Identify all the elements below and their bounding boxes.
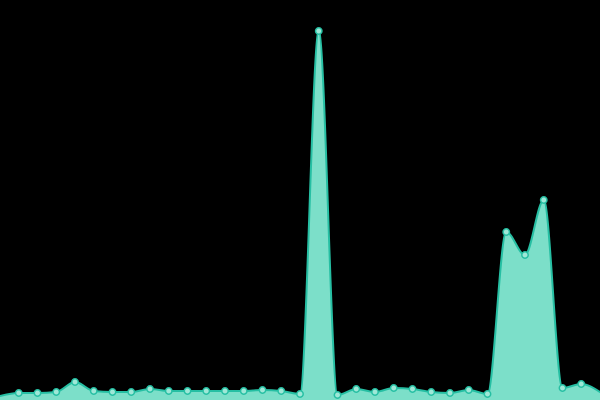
area-fill — [0, 31, 600, 400]
data-point-marker[interactable] — [258, 386, 267, 394]
data-point-marker[interactable] — [71, 378, 79, 386]
data-point-marker[interactable] — [296, 390, 304, 398]
data-point-marker[interactable] — [221, 387, 229, 395]
data-point-marker[interactable] — [464, 386, 473, 394]
data-point-marker[interactable] — [108, 388, 117, 396]
data-point-marker[interactable] — [127, 388, 136, 396]
data-point-marker[interactable] — [389, 384, 398, 392]
data-point-marker[interactable] — [502, 228, 511, 236]
data-point-marker[interactable] — [577, 380, 586, 388]
data-point-marker[interactable] — [333, 391, 342, 399]
data-point-marker[interactable] — [408, 385, 417, 393]
data-point-marker[interactable] — [558, 384, 567, 392]
data-point-marker[interactable] — [183, 387, 192, 395]
data-point-marker[interactable] — [371, 388, 379, 396]
data-point-marker[interactable] — [202, 387, 211, 395]
data-point-marker[interactable] — [146, 385, 154, 393]
data-point-marker[interactable] — [164, 387, 173, 395]
data-point-marker[interactable] — [446, 389, 454, 397]
data-point-marker[interactable] — [14, 389, 23, 397]
data-point-marker[interactable] — [352, 385, 361, 393]
data-point-marker[interactable] — [239, 387, 248, 395]
data-point-marker[interactable] — [89, 387, 98, 395]
data-point-marker[interactable] — [277, 387, 286, 395]
data-point-marker[interactable] — [539, 196, 548, 204]
data-point-marker[interactable] — [483, 390, 492, 398]
data-point-marker[interactable] — [427, 388, 436, 396]
data-point-marker[interactable] — [314, 27, 323, 35]
data-point-marker[interactable] — [33, 389, 42, 397]
data-point-marker[interactable] — [521, 251, 529, 259]
data-point-marker[interactable] — [52, 388, 61, 396]
